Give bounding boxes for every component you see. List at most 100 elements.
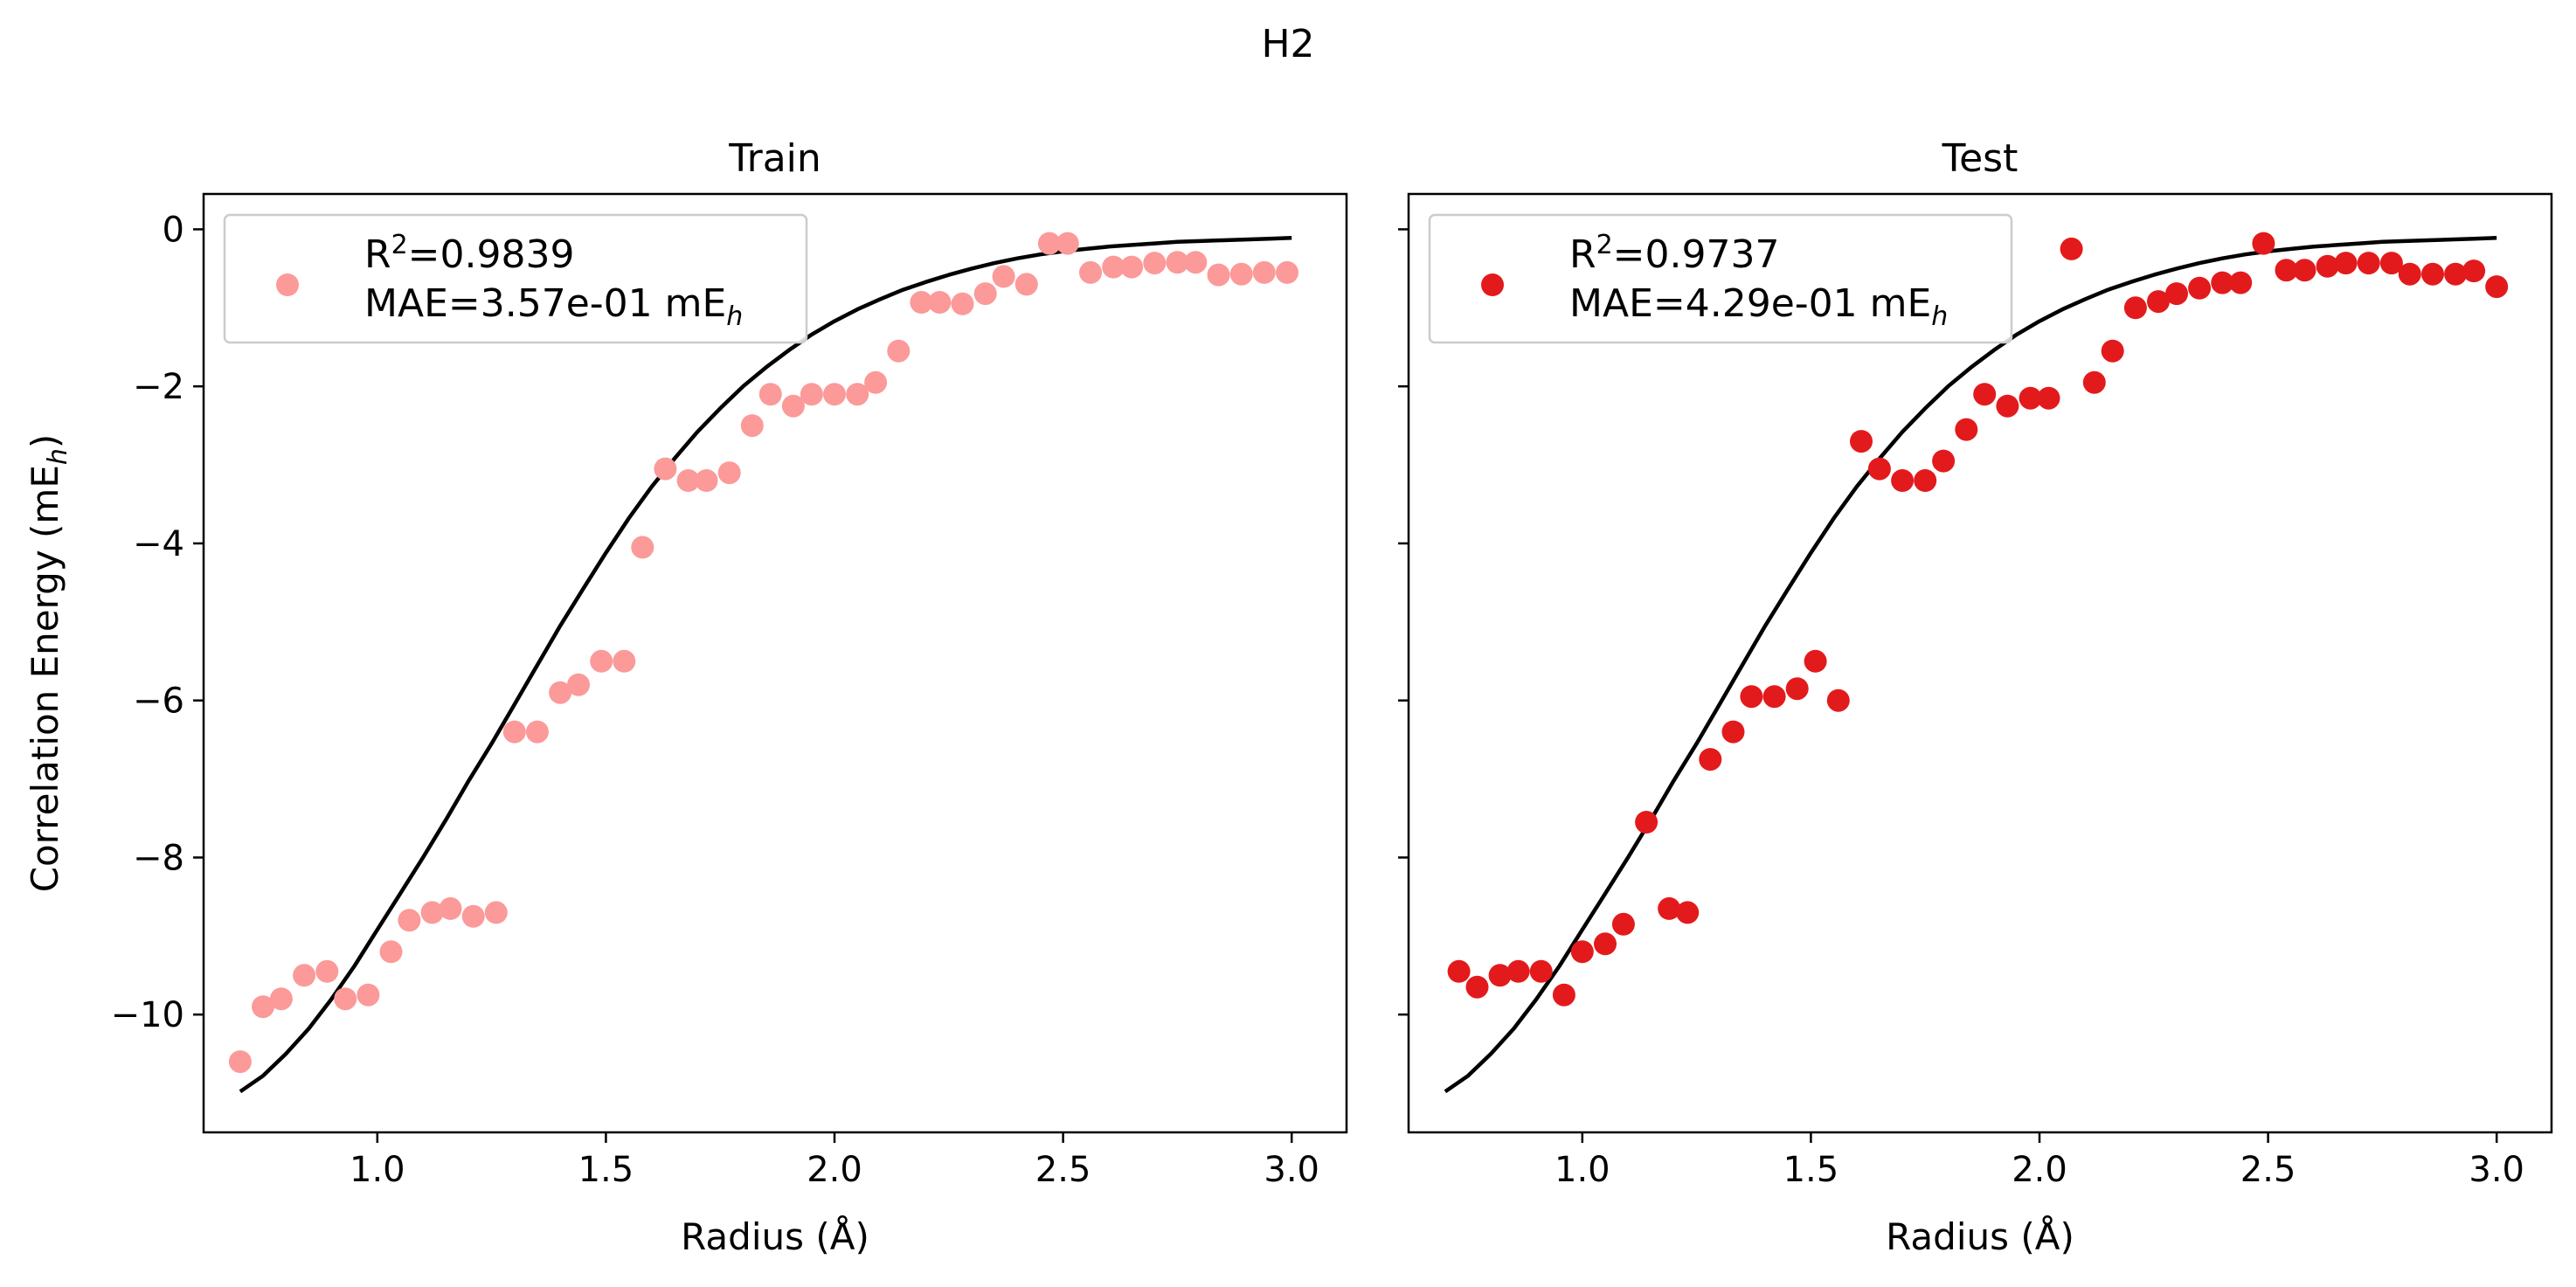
data-point: [1594, 932, 1617, 956]
data-point: [1529, 959, 1553, 983]
data-point: [717, 461, 741, 485]
data-point: [2421, 262, 2444, 286]
data-point: [910, 291, 933, 314]
data-point: [2293, 259, 2316, 282]
data-point: [613, 649, 636, 673]
y-tick-label: −6: [133, 682, 184, 722]
legend-mae: MAE=4.29e-01 mEh: [1569, 281, 1948, 332]
x-tick-label: 2.0: [2012, 1150, 2067, 1190]
data-point: [2485, 275, 2509, 299]
data-point: [1658, 896, 1681, 920]
data-point: [2188, 276, 2212, 300]
data-point: [846, 383, 869, 406]
data-point: [484, 901, 508, 924]
data-point: [864, 370, 888, 394]
chart-panel-0: Train 1.0 1.5 2.0 2.5 3.0 0 −2 −4 −6 −8 −10 Radius (…: [24, 136, 1348, 1258]
data-point: [1079, 260, 1102, 284]
data-point: [1721, 720, 1745, 744]
data-point: [334, 987, 357, 1011]
data-point: [315, 959, 339, 983]
data-point: [887, 339, 911, 363]
data-point: [1143, 252, 1167, 275]
data-point: [228, 1050, 252, 1074]
axes-frame: [202, 192, 1348, 1134]
y-tick-label: −8: [133, 838, 184, 878]
data-point: [2444, 262, 2468, 286]
data-point: [1166, 251, 1189, 274]
data-point: [1184, 251, 1208, 274]
data-point: [2462, 259, 2486, 283]
x-tick-label: 1.0: [1555, 1150, 1610, 1190]
data-point: [398, 909, 421, 932]
data-point: [823, 383, 846, 406]
panel-title: Test: [1942, 136, 2019, 181]
legend-marker: [276, 273, 299, 296]
data-point: [2398, 262, 2421, 286]
data-point: [758, 383, 782, 406]
data-point: [1891, 469, 1915, 492]
data-point: [1635, 811, 1658, 834]
data-point: [1552, 983, 1575, 1007]
data-point: [1611, 912, 1635, 936]
data-point: [2316, 254, 2339, 278]
x-axis-label: Radius (Å): [1886, 1214, 2074, 1258]
data-point: [992, 265, 1015, 288]
y-tick-label: −2: [133, 367, 184, 407]
panel-title: Train: [728, 136, 821, 181]
x-tick-label: 3.0: [1264, 1150, 1319, 1190]
data-point: [567, 673, 590, 696]
data-point: [549, 681, 572, 704]
data-point: [781, 394, 805, 418]
data-point: [1762, 685, 1786, 709]
data-point: [740, 414, 764, 438]
data-point: [2037, 386, 2060, 410]
data-point: [2082, 370, 2106, 394]
data-point: [525, 720, 549, 744]
data-point: [1447, 959, 1471, 983]
x-tick-label: 2.5: [2240, 1150, 2296, 1190]
data-point: [676, 469, 700, 492]
data-point: [695, 469, 718, 492]
x-tick-label: 1.5: [578, 1150, 634, 1190]
figure-suptitle: H2: [1261, 22, 1314, 66]
data-point: [1740, 685, 1763, 709]
data-point: [973, 282, 997, 306]
axes-frame: [1407, 192, 2553, 1134]
data-point: [654, 457, 677, 481]
data-point: [2334, 252, 2358, 275]
legend-r2: R2=0.9737: [1569, 230, 1780, 277]
data-point: [2019, 386, 2042, 410]
x-axis-label: Radius (Å): [681, 1214, 869, 1258]
data-point: [439, 896, 462, 920]
legend-mae: MAE=3.57e-01 mEh: [364, 281, 743, 332]
data-point: [1120, 255, 1144, 279]
data-point: [461, 904, 485, 928]
data-point: [1570, 940, 1594, 964]
data-point: [1506, 959, 1530, 983]
x-tick-label: 3.0: [2469, 1150, 2524, 1190]
chart-panel-1: Test 1.0 1.5 2.0 2.5 3.0 Radius (Å) R2=0.9737MA…: [1398, 136, 2553, 1258]
data-point: [1804, 649, 1827, 673]
data-point: [1785, 677, 1809, 701]
x-tick-label: 1.5: [1783, 1150, 1839, 1190]
legend-marker: [1481, 273, 1504, 296]
data-point: [2101, 339, 2124, 363]
data-point: [631, 536, 654, 559]
data-point: [2147, 290, 2170, 314]
y-tick-label: 0: [163, 210, 184, 250]
data-point: [1102, 255, 1125, 279]
data-point: [357, 983, 380, 1007]
data-point: [2060, 237, 2083, 260]
data-point: [379, 940, 403, 964]
data-point: [1037, 232, 1061, 255]
data-point: [1276, 260, 1298, 284]
data-point: [1826, 688, 1850, 712]
data-point: [1465, 975, 1489, 999]
data-point: [800, 383, 823, 406]
data-point: [1955, 418, 1978, 441]
legend-box: [1428, 213, 2013, 344]
data-point: [1207, 263, 1230, 287]
data-point: [1229, 262, 1253, 286]
data-point: [252, 995, 274, 1019]
